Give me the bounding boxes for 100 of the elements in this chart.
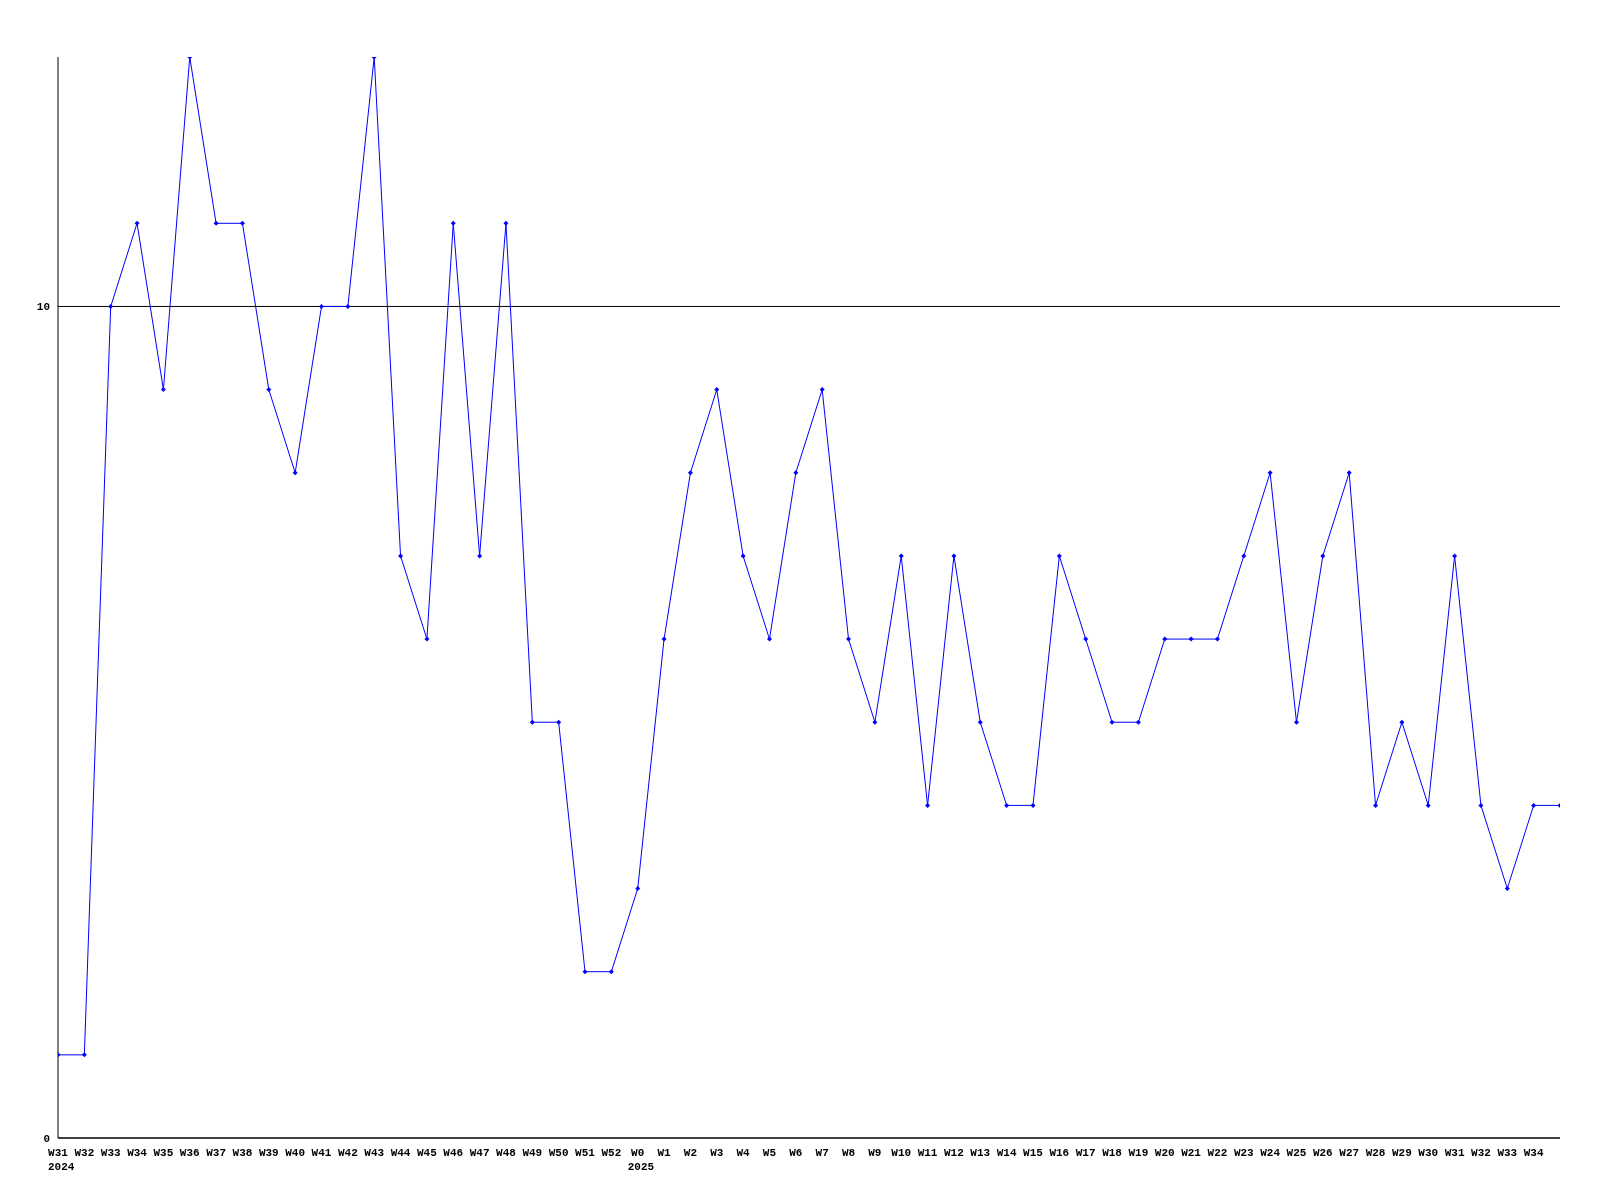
- point: [134, 220, 140, 226]
- x-tick-label: W38: [232, 1147, 253, 1159]
- point: [424, 636, 430, 642]
- point: [1083, 636, 1089, 642]
- point: [740, 553, 746, 559]
- line-series: [58, 57, 1560, 1058]
- point: [687, 470, 693, 476]
- point: [213, 220, 219, 226]
- point: [1293, 719, 1299, 725]
- point: [1373, 802, 1379, 808]
- y-tick-label: 10: [36, 301, 50, 314]
- point: [108, 303, 114, 309]
- point: [661, 636, 667, 642]
- x-tick-label: W22: [1207, 1147, 1228, 1159]
- point: [714, 387, 720, 393]
- point: [266, 387, 272, 393]
- point: [819, 387, 825, 393]
- x-tick-label: W18: [1102, 1147, 1123, 1159]
- point: [1109, 719, 1115, 725]
- point: [872, 719, 878, 725]
- x-tick-label: W16: [1049, 1147, 1070, 1159]
- x-tick-label: W45: [417, 1147, 438, 1159]
- x-tick-label: W50: [548, 1147, 569, 1159]
- x-tick-label: W13: [970, 1147, 991, 1159]
- point: [608, 969, 614, 975]
- point: [319, 303, 325, 309]
- point: [1504, 886, 1510, 892]
- point: [398, 553, 404, 559]
- x-tick-label: W4: [736, 1147, 751, 1159]
- x-tick-label: W37: [206, 1147, 227, 1159]
- point: [635, 886, 641, 892]
- x-tick-label: W6: [789, 1147, 803, 1159]
- point: [1452, 553, 1458, 559]
- point: [1135, 719, 1141, 725]
- x-tick-label: W42: [337, 1147, 358, 1159]
- x-tick-label: W8: [841, 1147, 856, 1159]
- point: [898, 553, 904, 559]
- point: [977, 719, 983, 725]
- x-tick-label: W1: [657, 1147, 672, 1159]
- point: [1214, 636, 1220, 642]
- x-tick-label: W25: [1286, 1147, 1307, 1159]
- x-tick-label: W49: [522, 1147, 543, 1159]
- x-tick-label: W31 2024: [48, 1147, 75, 1173]
- x-tick-label: W21: [1181, 1147, 1202, 1159]
- point: [1030, 802, 1036, 808]
- x-tick-label: W14: [996, 1147, 1017, 1159]
- point: [1267, 470, 1273, 476]
- point: [1399, 719, 1405, 725]
- x-tick-label: W19: [1128, 1147, 1149, 1159]
- x-tick-label: W11: [917, 1147, 938, 1159]
- point: [1162, 636, 1168, 642]
- x-tick-label: W36: [179, 1147, 200, 1159]
- x-tick-label: W32: [74, 1147, 95, 1159]
- point: [503, 220, 509, 226]
- x-tick-label: W20: [1154, 1147, 1175, 1159]
- point: [477, 553, 483, 559]
- x-tick-label: W27: [1339, 1147, 1360, 1159]
- point: [239, 220, 245, 226]
- point: [1425, 802, 1431, 808]
- x-tick-label: W10: [891, 1147, 912, 1159]
- x-tick-label: W47: [469, 1147, 490, 1159]
- x-tick-label: W44: [390, 1147, 411, 1159]
- point: [1531, 802, 1537, 808]
- point: [582, 969, 588, 975]
- x-tick-label: W12: [944, 1147, 964, 1159]
- x-tick-label: W26: [1312, 1147, 1333, 1159]
- y-tick-label: 0: [43, 1132, 50, 1145]
- x-tick-label: W35: [153, 1147, 174, 1159]
- x-tick-label: W32: [1471, 1147, 1491, 1159]
- point: [81, 1052, 87, 1058]
- x-tick-label: W52: [601, 1147, 622, 1159]
- x-tick-label: W41: [311, 1147, 332, 1159]
- x-tick-label: W24: [1260, 1147, 1281, 1159]
- x-tick-label: W29: [1391, 1147, 1412, 1159]
- x-tick-label: W2: [683, 1147, 698, 1159]
- x-tick-label: W30: [1418, 1147, 1439, 1159]
- point: [1241, 553, 1247, 559]
- x-tick-label: W51: [575, 1147, 596, 1159]
- point: [556, 719, 562, 725]
- x-tick-label: W31: [1444, 1147, 1465, 1159]
- x-tick-label: W48: [496, 1147, 517, 1159]
- x-tick-label: W43: [364, 1147, 385, 1159]
- point: [1004, 802, 1010, 808]
- x-tick-label: W5: [762, 1147, 777, 1159]
- x-tick-label: W34: [1523, 1147, 1544, 1159]
- x-tick-label: W40: [285, 1147, 306, 1159]
- x-tick-label: W15: [1023, 1147, 1044, 1159]
- point: [951, 553, 957, 559]
- x-tick-label: W17: [1075, 1147, 1096, 1159]
- x-tick-label: W39: [258, 1147, 279, 1159]
- x-tick-label: W23: [1233, 1147, 1255, 1159]
- point: [1188, 636, 1194, 642]
- x-tick-label: W28: [1365, 1147, 1386, 1159]
- x-tick-label: W0 2025: [627, 1147, 655, 1173]
- point: [529, 719, 535, 725]
- x-tick-label: W34: [127, 1147, 148, 1159]
- point: [450, 220, 456, 226]
- x-tick-label: W46: [443, 1147, 464, 1159]
- point: [793, 470, 799, 476]
- point: [1346, 470, 1352, 476]
